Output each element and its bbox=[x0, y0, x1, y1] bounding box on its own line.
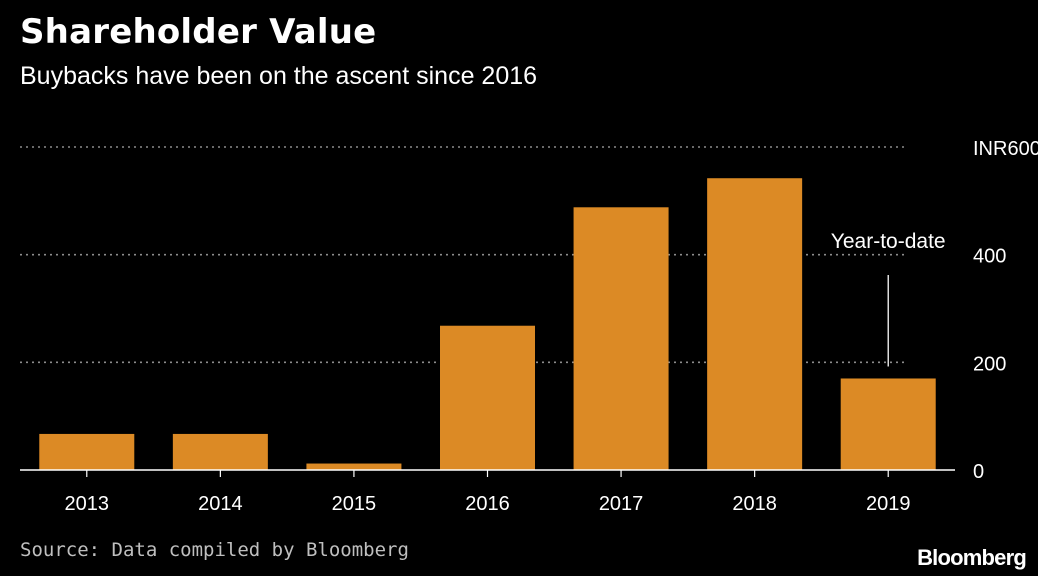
chart-subtitle: Buybacks have been on the ascent since 2… bbox=[20, 62, 538, 90]
bar bbox=[306, 463, 402, 470]
bar bbox=[39, 433, 135, 470]
bar bbox=[840, 378, 936, 470]
x-tick-label: 2013 bbox=[65, 493, 110, 515]
chart-title: Shareholder Value bbox=[20, 12, 377, 52]
bar bbox=[707, 178, 803, 470]
bloomberg-logo: Bloomberg bbox=[917, 545, 1027, 570]
y-tick-label: INR600B bbox=[973, 138, 1038, 160]
x-tick-label: 2015 bbox=[332, 493, 377, 515]
source-note: Source: Data compiled by Bloomberg bbox=[20, 539, 409, 561]
x-tick-label: 2016 bbox=[465, 493, 510, 515]
y-tick-label: 0 bbox=[973, 461, 984, 483]
x-tick-label: 2018 bbox=[732, 493, 777, 515]
bar bbox=[440, 325, 535, 470]
x-tick-label: 2019 bbox=[866, 493, 911, 515]
y-tick-label: 200 bbox=[973, 353, 1006, 375]
x-tick-label: 2017 bbox=[599, 493, 644, 515]
bar bbox=[573, 207, 669, 470]
x-tick-label: 2014 bbox=[198, 493, 243, 515]
y-tick-label: 400 bbox=[973, 246, 1006, 268]
bar bbox=[172, 433, 268, 470]
annotation-label: Year-to-date bbox=[831, 230, 946, 253]
